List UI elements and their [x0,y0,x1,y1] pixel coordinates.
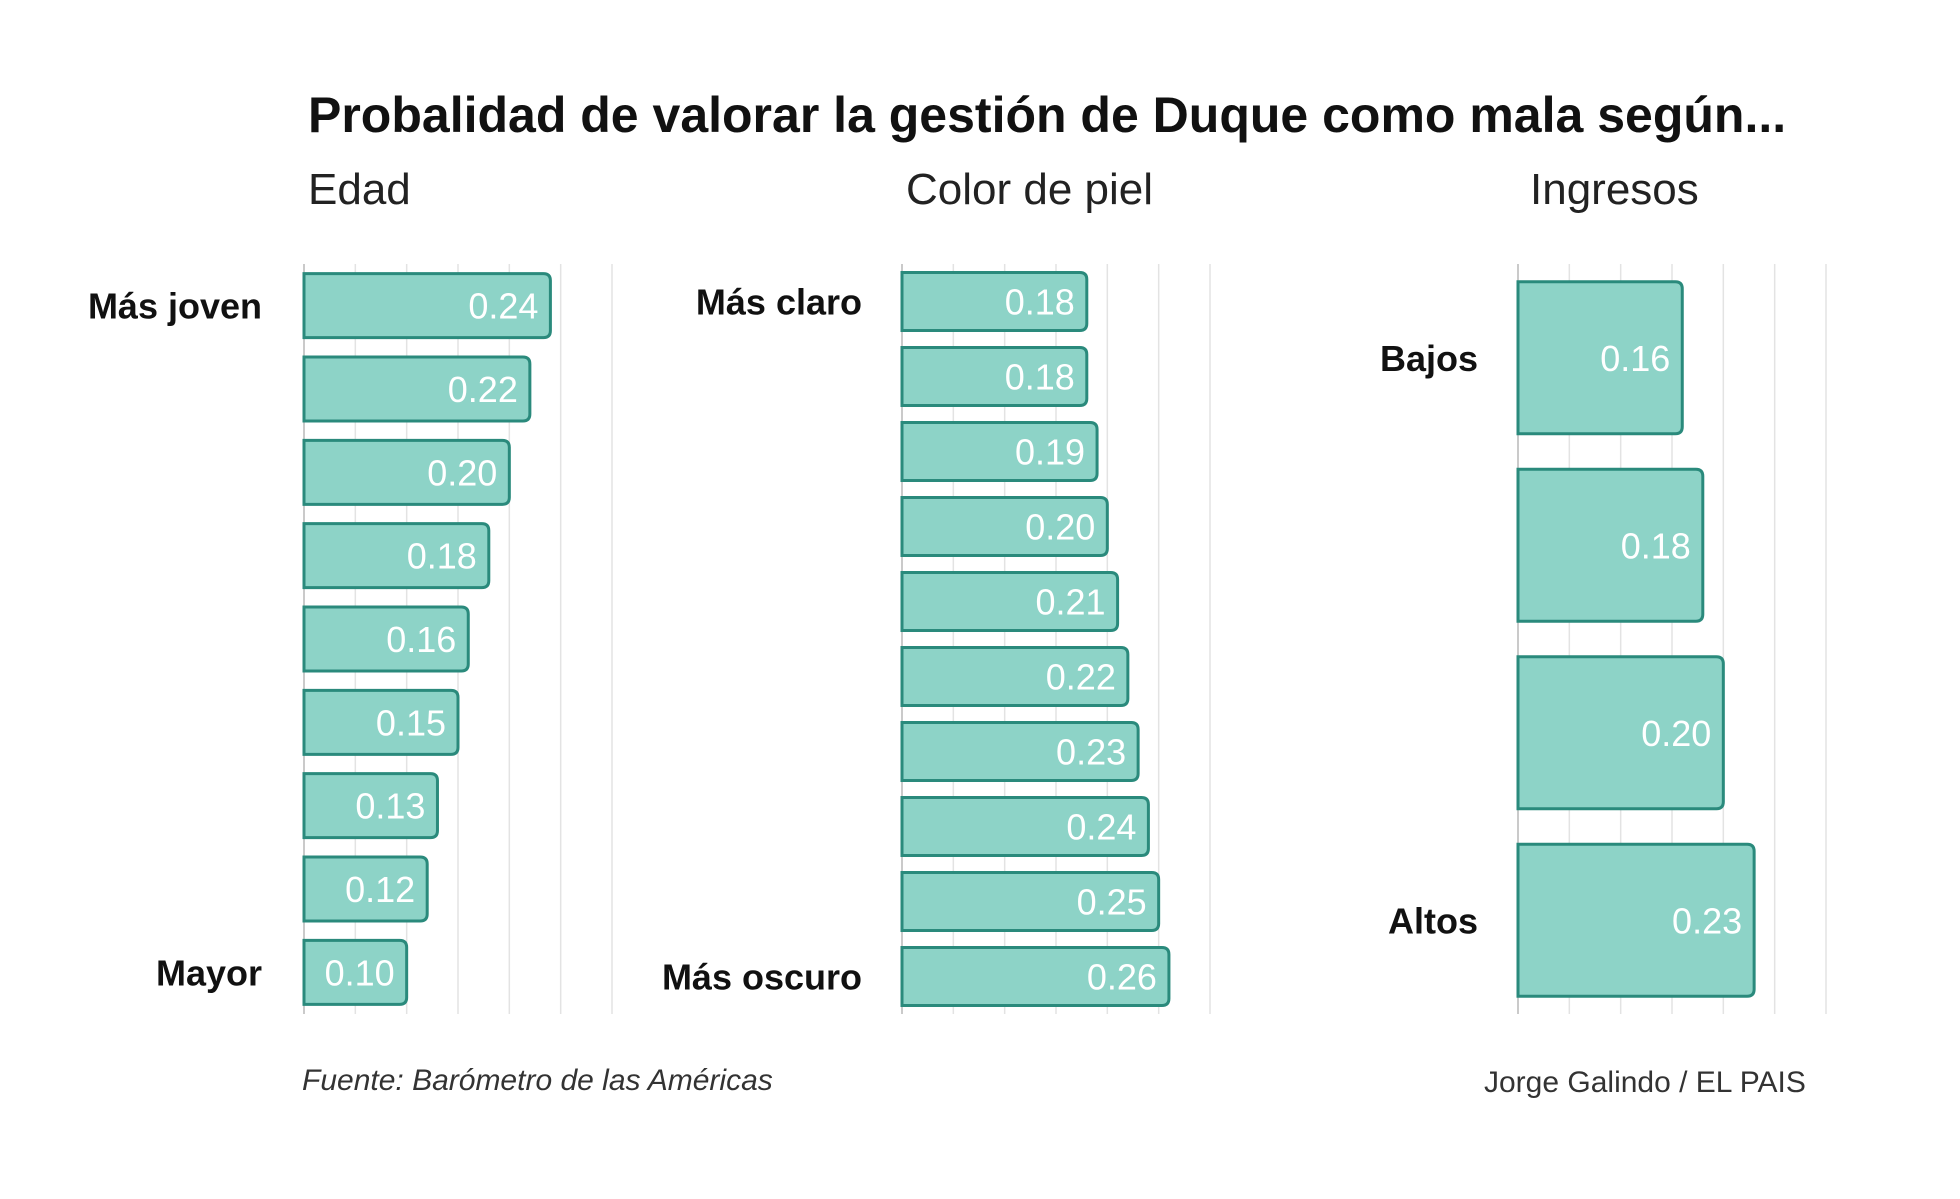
bar-edad [302,522,491,590]
category-label: Altos [1388,900,1478,941]
bar-value-label: 0.22 [448,369,518,410]
bars-color-de-piel: 0.18 0.18 0.19 0.20 0.21 0.22 0.23 0.24 0.25 0.26 [900,271,1171,1007]
panel-title-ingresos: Ingresos [1530,165,1699,214]
bar-value-label: 0.20 [427,452,497,493]
panel-title-edad: Edad [308,165,411,214]
category-label: Más joven [88,286,262,327]
bar-ingresos [1516,280,1684,436]
bar-color-de-piel [900,571,1120,632]
bar-color-de-piel [900,271,1089,332]
panel-ingresos: Ingresos 0.16 0.18 0.20 0.23 Bajos Altos [1380,165,1827,1014]
bar-value-label: 0.26 [1087,957,1157,998]
bar-value-label: 0.23 [1056,732,1126,773]
bar-value-label: 0.25 [1077,882,1147,923]
panel-color-de-piel: Color de piel 0.180.180.190.200.210.220.… [662,165,1211,1014]
category-labels-edad: Más joven Mayor [88,286,262,994]
bar-value-label: 0.23 [1672,900,1742,941]
bar-value-label: 0.18 [1621,525,1691,566]
category-label: Más oscuro [662,957,862,998]
bar-value-label: 0.21 [1036,582,1106,623]
bar-edad [302,688,460,756]
bar-edad [302,355,532,423]
bar-ingresos [1516,655,1725,811]
category-labels-ingresos: Bajos Altos [1380,338,1478,942]
bar-value-label: 0.24 [468,286,538,327]
credit-note: Jorge Galindo / EL PAIS [1484,1066,1806,1099]
bar-color-de-piel [900,871,1161,932]
bar-color-de-piel [900,646,1130,707]
bar-color-de-piel [900,421,1099,482]
chart-title: Probalidad de valorar la gestión de Duqu… [308,87,1786,143]
source-note: Fuente: Barómetro de las Américas [302,1064,773,1097]
category-label: Bajos [1380,338,1478,379]
bar-edad [302,855,429,923]
bar-value-label: 0.16 [1600,338,1670,379]
bar-value-label: 0.20 [1025,507,1095,548]
bar-value-label: 0.18 [407,536,477,577]
bar-value-label: 0.22 [1046,657,1116,698]
bar-color-de-piel [900,946,1171,1007]
bar-value-label: 0.16 [386,619,456,660]
bar-ingresos [1516,842,1756,998]
bar-edad [302,272,552,340]
bar-edad [302,938,409,1006]
bar-color-de-piel [900,796,1150,857]
bar-color-de-piel [900,721,1140,782]
bar-value-label: 0.13 [355,786,425,827]
bar-value-label: 0.20 [1641,713,1711,754]
bar-color-de-piel [900,496,1109,557]
panel-edad: Edad 0.24 0.22 0.20 0.18 0.16 0.15 0.13 0.12 0.1… [88,165,613,1014]
category-labels-color-de-piel: Más claro Más oscuro [662,282,862,998]
bar-ingresos [1516,467,1705,623]
bar-edad [302,772,439,840]
bar-color-de-piel [900,346,1089,407]
bar-value-label: 0.19 [1015,432,1085,473]
bar-edad [302,605,470,673]
bar-value-label: 0.24 [1066,807,1136,848]
category-label: Mayor [156,952,262,993]
bars-edad: 0.24 0.22 0.20 0.18 0.16 0.15 0.13 0.12 0.10 [302,272,552,1006]
bar-value-label: 0.18 [1005,357,1075,398]
bar-value-label: 0.12 [345,869,415,910]
bar-value-label: 0.18 [1005,282,1075,323]
panel-title-color-de-piel: Color de piel [906,165,1153,214]
bar-value-label: 0.15 [376,702,446,743]
bars-ingresos: 0.16 0.18 0.20 0.23 [1516,280,1756,998]
bar-edad [302,438,511,506]
bar-value-label: 0.10 [325,952,395,993]
category-label: Más claro [696,282,862,323]
